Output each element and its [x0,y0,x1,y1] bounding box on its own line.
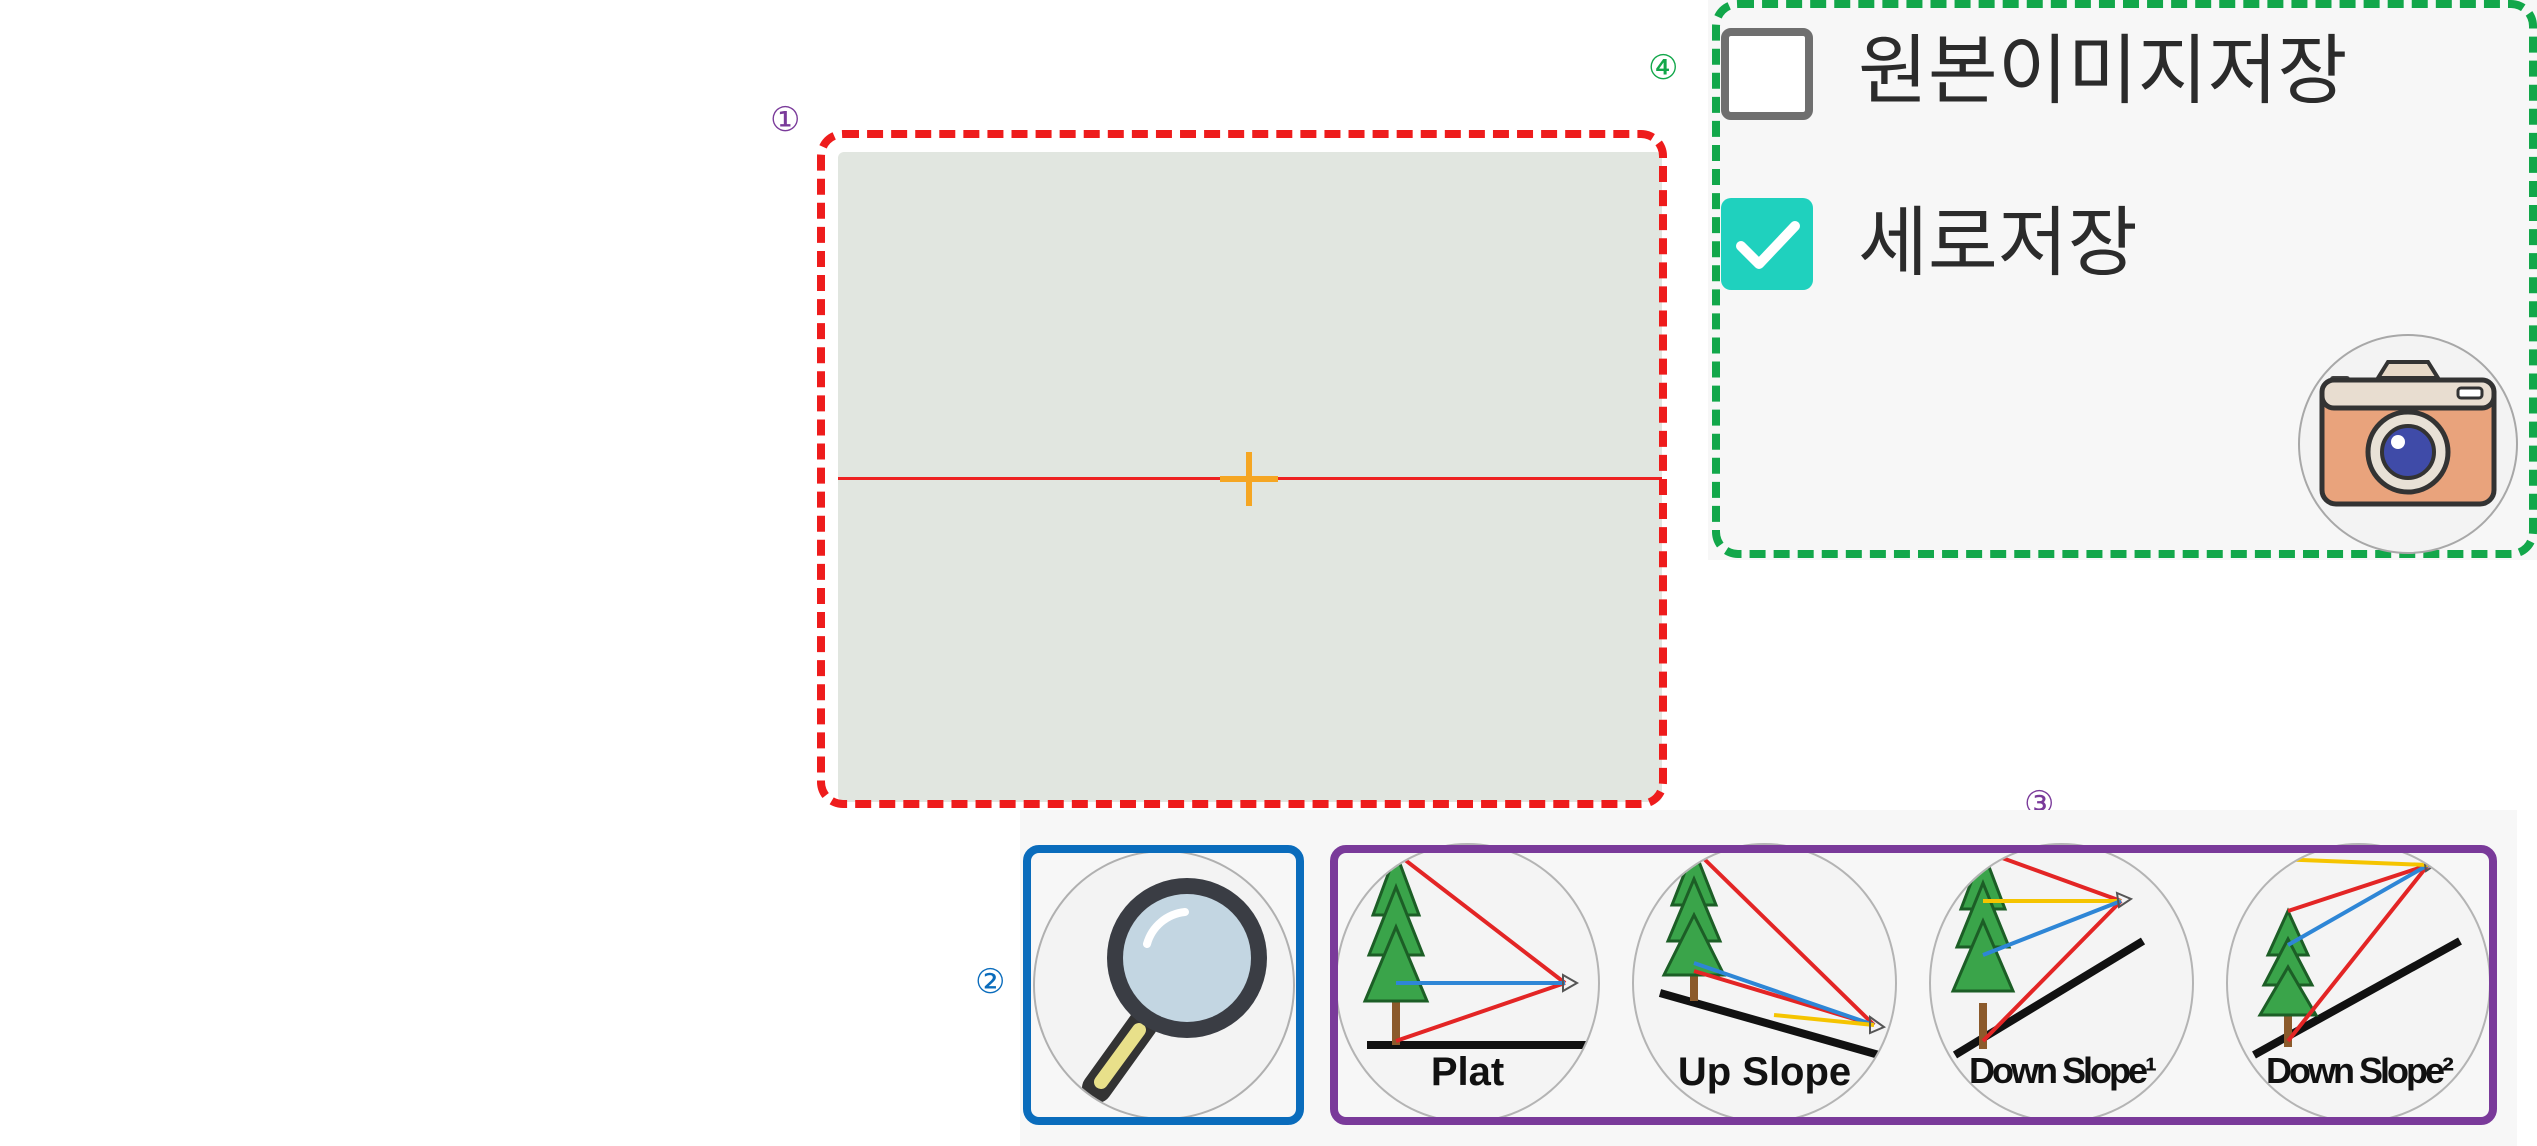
mode-up-slope-button[interactable]: Up Slope [1632,843,1897,1123]
mode-down-slope-1-button[interactable]: Down Slope¹ [1929,843,2194,1123]
tree-down-slope-1-icon [1950,846,2146,1059]
check-icon [1736,221,1800,269]
zoom-region-outline [1023,845,1304,1125]
vertical-save-checkbox[interactable] [1721,198,1813,290]
mode-plat-button[interactable]: Plat [1335,843,1600,1123]
camera-capture-button[interactable] [2298,334,2518,554]
magnifier-icon [1082,878,1267,1103]
marker-2: ② [975,962,1006,1002]
tree-up-slope-icon [1658,845,1888,1061]
crosshair-icon [1220,452,1278,506]
tree-down-slope-2-icon [2252,855,2462,1059]
mode-up-slope-label: Up Slope [1677,1050,1852,1094]
preview-region-outline [817,130,1667,808]
mode-plat-label: Plat [1430,1050,1505,1094]
tree-plat-icon [1362,848,1587,1049]
original-image-save-checkbox[interactable] [1721,28,1813,120]
marker-1: ① [770,100,801,140]
mode-down-slope-1-label: Down Slope¹ [1969,1050,2157,1091]
mode-down-slope-2-button[interactable]: Down Slope² [2226,843,2491,1123]
camera-icon [2319,360,2497,507]
options-region-outline [1712,0,2537,558]
modes-region-outline [1330,845,2497,1125]
original-image-save-label: 원본이미지저장 [1858,26,2348,115]
zoom-button[interactable] [1033,850,1295,1120]
marker-4: ④ [1648,48,1679,88]
vertical-save-label: 세로저장 [1858,198,2138,287]
mode-down-slope-2-label: Down Slope² [2266,1050,2454,1091]
